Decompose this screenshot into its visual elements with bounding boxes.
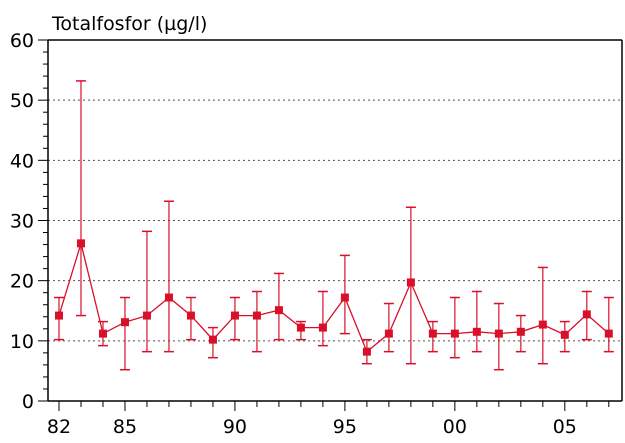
data-point (208, 335, 217, 344)
data-point (384, 329, 393, 338)
y-tick-label: 30 (10, 211, 34, 233)
series-group (53, 80, 614, 371)
data-point (604, 329, 613, 338)
x-tick-label: 00 (443, 416, 467, 438)
data-point (120, 318, 129, 327)
data-point (98, 329, 107, 338)
y-tick-label: 20 (10, 271, 34, 293)
data-point (582, 310, 591, 319)
y-tick-label: 60 (10, 30, 34, 52)
data-point (428, 329, 437, 338)
chart-title: Totalfosfor (µg/l) (51, 13, 207, 35)
y-tick-label: 50 (10, 90, 34, 112)
data-point (54, 311, 63, 320)
data-point (76, 239, 85, 248)
data-point (538, 320, 547, 329)
data-point (362, 347, 371, 356)
data-point (186, 311, 195, 320)
data-point (340, 293, 349, 302)
data-point (494, 329, 503, 338)
data-point (274, 306, 283, 315)
y-tick-label: 40 (10, 150, 34, 172)
data-point (296, 323, 305, 332)
y-axis: 0 10 20 30 40 50 60 (10, 30, 48, 413)
data-point (318, 323, 327, 332)
x-tick-label: 95 (333, 416, 357, 438)
y-tick-label: 10 (10, 331, 34, 353)
series-line (58, 240, 610, 353)
data-point (230, 311, 239, 320)
data-point (406, 278, 415, 287)
data-point (560, 330, 569, 339)
x-tick-label: 05 (553, 416, 577, 438)
x-axis: 82 85 90 95 00 05 (47, 401, 610, 438)
data-point (164, 293, 173, 302)
x-tick-label: 85 (113, 416, 137, 438)
x-tick-label: 90 (223, 416, 247, 438)
data-point (450, 329, 459, 338)
data-point (472, 327, 481, 336)
data-point (252, 311, 261, 320)
grid (48, 99, 622, 342)
y-tick-label: 0 (22, 391, 34, 413)
data-point (142, 311, 151, 320)
x-tick-label: 82 (47, 416, 71, 438)
data-point (516, 327, 525, 336)
